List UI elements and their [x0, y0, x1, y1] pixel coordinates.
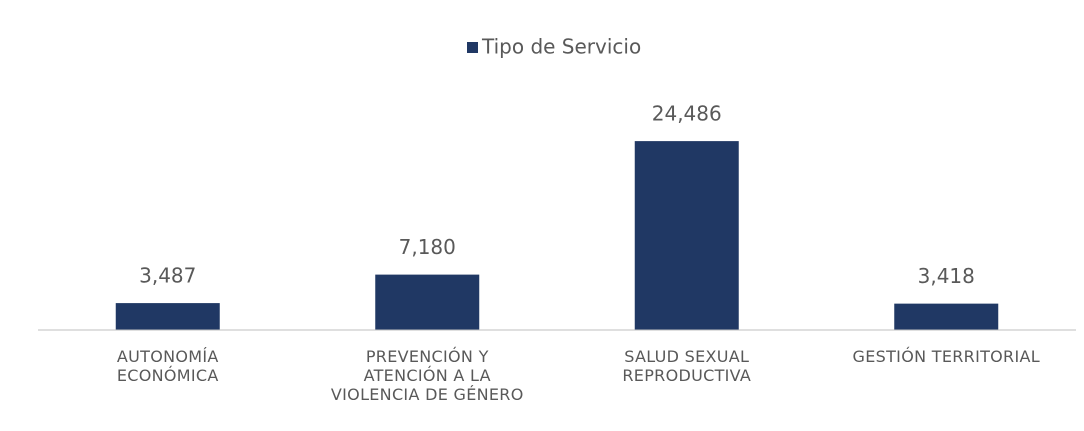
bar [375, 274, 480, 330]
data-label: 24,486 [652, 102, 722, 126]
bar [115, 303, 220, 330]
x-tick-label: SALUD SEXUAL REPRODUCTIVA [622, 347, 752, 385]
legend-swatch [467, 42, 478, 53]
x-tick-label: GESTIÓN TERRITORIAL [852, 347, 1040, 366]
bar [634, 141, 739, 330]
legend-label: Tipo de Servicio [481, 35, 641, 59]
x-tick-label: PREVENCIÓN Y ATENCIÓN A LA VIOLENCIA DE … [330, 347, 524, 404]
x-tick-label: AUTONOMÍA ECONÓMICA [116, 347, 219, 385]
data-label: 3,418 [918, 264, 975, 288]
data-label: 3,487 [139, 264, 196, 288]
bar [894, 303, 999, 330]
data-label: 7,180 [399, 235, 456, 259]
